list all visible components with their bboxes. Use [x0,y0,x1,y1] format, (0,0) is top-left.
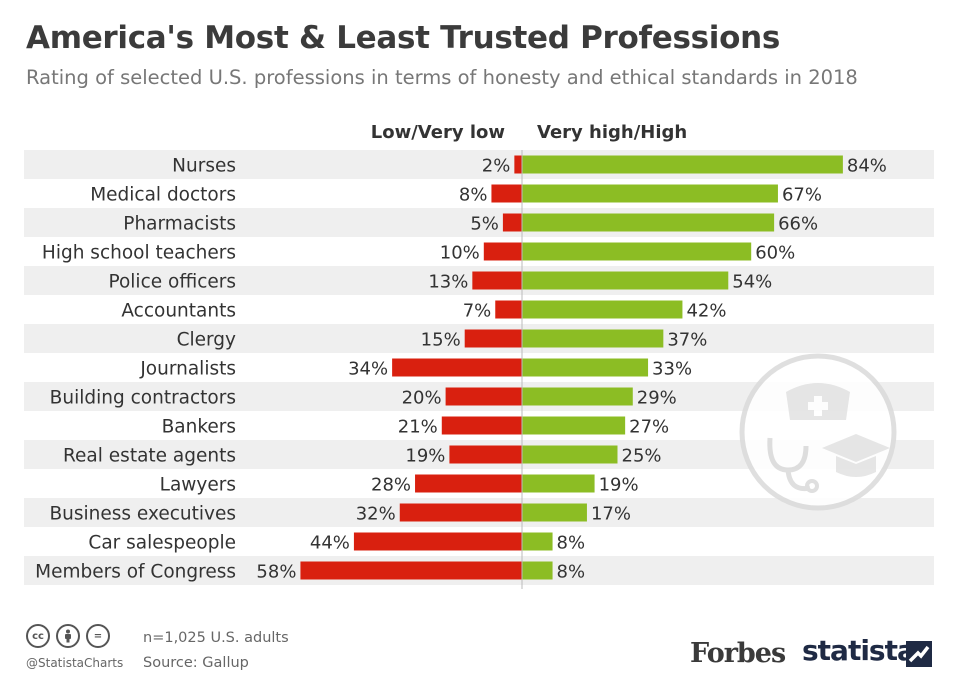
category-label: Clergy [177,330,236,351]
category-label: Lawyers [160,475,236,496]
bar-low [464,329,522,348]
trust-chart: Nurses 2% 84% Medical doctors 8% 67% Pharmacis… [24,122,934,589]
bar-low [445,387,522,406]
value-label-low: 20% [402,388,442,409]
bar-high [522,474,595,493]
bar-low [514,155,522,174]
license-block: cc = @StatistaCharts [26,624,123,670]
bar-high [522,561,553,580]
no-derivatives-icon[interactable]: = [86,624,110,648]
value-label-low: 15% [421,330,461,351]
bar-low [495,300,522,319]
value-label-low: 58% [256,562,296,583]
value-label-high: 19% [599,475,639,496]
value-label-low: 10% [440,243,480,264]
bar-high [522,242,752,261]
bar-high [522,445,618,464]
value-label-low: 2% [482,156,511,177]
category-label: Members of Congress [35,562,236,583]
bar-high [522,213,775,232]
source-note: Source: Gallup [143,655,249,671]
statista-logo[interactable]: statista [802,634,916,667]
bar-high [522,503,587,522]
category-label: Police officers [108,272,236,293]
value-label-high: 25% [622,446,662,467]
value-label-low: 44% [310,533,350,554]
legend-high: Very high/High [537,122,687,143]
bar-high [522,416,626,435]
chart-title: America's Most & Least Trusted Professio… [26,20,780,56]
category-label: Real estate agents [63,446,236,467]
bar-low [491,184,522,203]
bar-high [522,387,633,406]
bar-high [522,184,778,203]
creative-commons-icon[interactable]: cc [26,624,50,648]
value-label-high: 84% [847,156,887,177]
category-label: High school teachers [42,243,236,264]
value-label-low: 21% [398,417,438,438]
attribution-icon[interactable] [56,624,80,648]
bar-high [522,532,553,551]
value-label-low: 19% [405,446,445,467]
value-label-high: 60% [755,243,795,264]
statista-mark-icon [906,641,932,667]
bar-high [522,358,649,377]
category-label: Business executives [49,504,236,525]
medical-badge-icon [739,353,897,511]
bar-high [522,155,843,174]
sample-note: n=1,025 U.S. adults [143,630,289,646]
value-label-low: 34% [348,359,388,380]
value-label-high: 42% [686,301,726,322]
bar-high [522,329,664,348]
value-label-low: 13% [428,272,468,293]
value-label-high: 67% [782,185,822,206]
bar-low [449,445,522,464]
category-label: Journalists [139,359,236,380]
value-label-low: 7% [463,301,492,322]
value-label-low: 32% [356,504,396,525]
chart-subtitle: Rating of selected U.S. professions in t… [26,66,858,89]
bar-low [502,213,522,232]
category-label: Bankers [162,417,236,438]
value-label-low: 8% [459,185,488,206]
bar-low [415,474,522,493]
category-label: Nurses [172,156,236,177]
bar-high [522,271,729,290]
bar-low [399,503,522,522]
forbes-logo[interactable]: Forbes [690,638,786,669]
statista-handle[interactable]: @StatistaCharts [26,656,124,670]
bar-low [353,532,522,551]
category-label: Medical doctors [90,185,236,206]
bar-low [483,242,522,261]
value-label-high: 27% [629,417,669,438]
category-label: Pharmacists [123,214,236,235]
bar-low [472,271,522,290]
value-label-high: 54% [732,272,772,293]
value-label-high: 29% [637,388,677,409]
row-band [24,208,934,237]
category-label: Car salespeople [88,533,236,554]
value-label-high: 8% [557,562,586,583]
legend-low: Low/Very low [371,122,505,143]
chart-notes: n=1,025 U.S. adults Source: Gallup [143,626,289,676]
value-label-high: 66% [778,214,818,235]
value-label-high: 37% [667,330,707,351]
person-icon [65,629,71,643]
bar-low [300,561,522,580]
value-label-low: 5% [470,214,499,235]
category-label: Building contractors [50,388,236,409]
bar-high [522,300,683,319]
bar-low [392,358,522,377]
value-label-high: 17% [591,504,631,525]
category-label: Accountants [121,301,236,322]
value-label-low: 28% [371,475,411,496]
bar-low [441,416,522,435]
value-label-high: 8% [557,533,586,554]
value-label-high: 33% [652,359,692,380]
